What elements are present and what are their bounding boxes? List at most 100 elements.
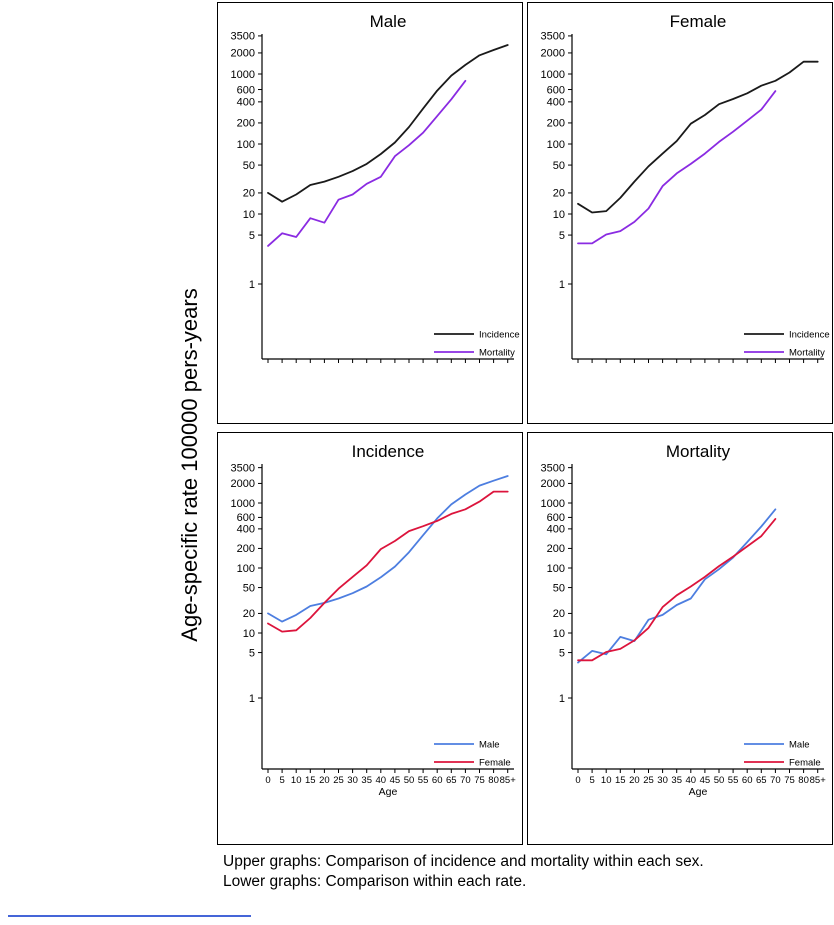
x-tick-label: 60 bbox=[432, 775, 443, 786]
y-tick-label: 5 bbox=[559, 230, 565, 242]
y-tick-label: 2000 bbox=[231, 478, 255, 490]
y-tick-label: 200 bbox=[547, 543, 565, 555]
y-tick-label: 100 bbox=[547, 139, 565, 151]
legend-label-male: Male bbox=[479, 739, 500, 750]
x-tick-label: 75 bbox=[474, 775, 485, 786]
x-tick-label: 25 bbox=[333, 775, 344, 786]
legend-label-male: Male bbox=[789, 739, 810, 750]
x-tick-label: 5 bbox=[589, 775, 594, 786]
x-tick-label: 45 bbox=[390, 775, 401, 786]
x-tick-label: 70 bbox=[460, 775, 471, 786]
x-tick-label: 50 bbox=[714, 775, 725, 786]
y-tick-label: 1 bbox=[559, 693, 565, 705]
figure-y-axis-label: Age-specific rate 100000 pers-years bbox=[177, 288, 202, 642]
panel-incidence: Incidence 3500 2000 1000 600 400 200 100 50 20 10 5… bbox=[217, 432, 523, 845]
legend-label-mortality: Mortality bbox=[789, 347, 825, 358]
y-tick-label: 20 bbox=[553, 188, 565, 200]
x-tick-label: 85+ bbox=[500, 775, 517, 786]
y-tick-label: 200 bbox=[237, 118, 255, 130]
y-tick-label: 50 bbox=[243, 582, 255, 594]
y-tick-label: 1 bbox=[559, 279, 565, 291]
y-tick-label: 100 bbox=[547, 563, 565, 575]
legend-label-incidence: Incidence bbox=[789, 329, 830, 340]
y-tick-label: 400 bbox=[547, 97, 565, 109]
y-tick-label: 2000 bbox=[231, 48, 255, 60]
series-line-male bbox=[267, 475, 509, 623]
panel-title: Female bbox=[670, 12, 727, 31]
legend-label-female: Female bbox=[789, 757, 821, 768]
y-tick-label: 1 bbox=[249, 693, 255, 705]
x-tick-label: 30 bbox=[657, 775, 668, 786]
x-tick-label: 55 bbox=[418, 775, 429, 786]
figure-caption: Upper graphs: Comparison of incidence an… bbox=[223, 852, 704, 892]
y-tick-label: 3500 bbox=[231, 31, 255, 43]
y-tick-label: 20 bbox=[243, 608, 255, 620]
series-line-female bbox=[267, 490, 509, 633]
legend-label-mortality: Mortality bbox=[479, 347, 515, 358]
series-line-female bbox=[577, 518, 777, 662]
y-tick-label: 10 bbox=[243, 209, 255, 221]
y-tick-label: 2000 bbox=[541, 478, 565, 490]
y-tick-label: 50 bbox=[243, 160, 255, 172]
panel-female: Female 3500 2000 1000 600 400 200 100 50 20 10 5 1 In… bbox=[527, 2, 833, 424]
footnote-rule bbox=[8, 915, 251, 917]
series-line-incidence bbox=[577, 60, 819, 214]
y-tick-label: 2000 bbox=[541, 48, 565, 60]
y-tick-label: 3500 bbox=[541, 31, 565, 43]
x-tick-label: 25 bbox=[643, 775, 654, 786]
legend-label-incidence: Incidence bbox=[479, 329, 520, 340]
chart-svg-mortality: Mortality3500200010006004002001005020105… bbox=[541, 442, 827, 798]
y-tick-label: 1000 bbox=[231, 498, 255, 510]
y-tick-label: 200 bbox=[237, 543, 255, 555]
y-tick-label: 400 bbox=[547, 524, 565, 536]
x-tick-label: 45 bbox=[700, 775, 711, 786]
series-line-male bbox=[577, 508, 777, 664]
x-tick-label: 10 bbox=[601, 775, 612, 786]
y-tick-label: 10 bbox=[553, 209, 565, 221]
y-tick-label: 1000 bbox=[231, 69, 255, 81]
y-tick-label: 400 bbox=[237, 97, 255, 109]
series-line-mortality bbox=[267, 79, 467, 247]
x-tick-label: 55 bbox=[728, 775, 739, 786]
x-tick-label: 40 bbox=[376, 775, 387, 786]
y-tick-label: 100 bbox=[237, 563, 255, 575]
x-axis-title: Age bbox=[379, 786, 398, 798]
y-tick-label: 50 bbox=[553, 160, 565, 172]
x-tick-label: 65 bbox=[446, 775, 457, 786]
x-tick-label: 35 bbox=[671, 775, 682, 786]
y-tick-label: 200 bbox=[547, 118, 565, 130]
y-tick-label: 100 bbox=[237, 139, 255, 151]
x-tick-label: 70 bbox=[770, 775, 781, 786]
y-tick-label: 5 bbox=[249, 230, 255, 242]
series-line-mortality bbox=[577, 90, 777, 245]
y-tick-label: 600 bbox=[547, 512, 565, 524]
panel-title: Male bbox=[370, 12, 407, 31]
panel-mortality: Mortality 3500 2000 1000 600 400 200 100 50 20 10 5… bbox=[527, 432, 833, 845]
y-tick-label: 600 bbox=[547, 84, 565, 96]
x-tick-label: 50 bbox=[404, 775, 415, 786]
x-tick-label: 5 bbox=[279, 775, 284, 786]
y-tick-label: 3500 bbox=[231, 462, 255, 474]
x-tick-label: 65 bbox=[756, 775, 767, 786]
y-tick-label: 1 bbox=[249, 279, 255, 291]
x-tick-label: 0 bbox=[575, 775, 580, 786]
x-axis-title: Age bbox=[689, 786, 708, 798]
x-tick-label: 10 bbox=[291, 775, 302, 786]
y-tick-label: 10 bbox=[553, 628, 565, 640]
panel-title: Incidence bbox=[352, 442, 425, 461]
y-tick-label: 20 bbox=[243, 188, 255, 200]
y-tick-label: 1000 bbox=[541, 69, 565, 81]
y-tick-label: 600 bbox=[237, 84, 255, 96]
x-tick-label: 20 bbox=[319, 775, 330, 786]
x-tick-label: 0 bbox=[265, 775, 270, 786]
x-tick-label: 85+ bbox=[810, 775, 827, 786]
x-tick-label: 15 bbox=[305, 775, 316, 786]
x-tick-label: 75 bbox=[784, 775, 795, 786]
y-tick-label: 3500 bbox=[541, 462, 565, 474]
x-tick-label: 80 bbox=[488, 775, 499, 786]
x-tick-label: 15 bbox=[615, 775, 626, 786]
y-tick-label: 50 bbox=[553, 582, 565, 594]
